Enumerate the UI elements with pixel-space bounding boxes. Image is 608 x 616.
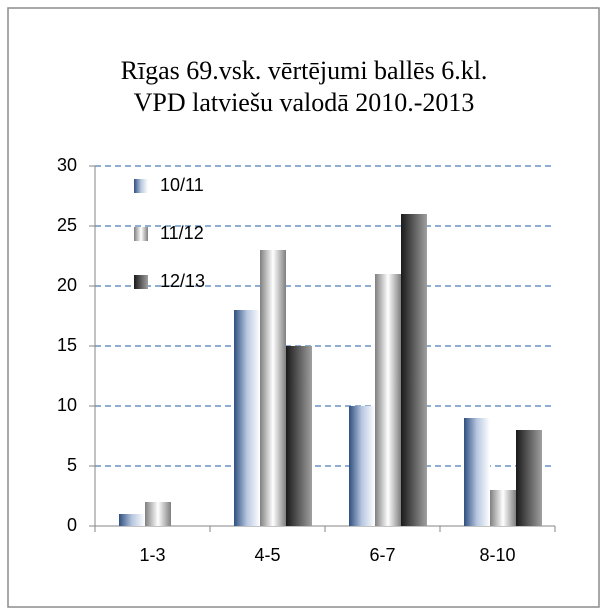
legend-swatch (134, 227, 148, 241)
y-tick-label: 25 (57, 215, 77, 235)
y-tick-label: 15 (57, 335, 77, 355)
chart-title: VPD latviešu valodā 2010.-2013 (134, 88, 475, 117)
legend-label: 12/13 (160, 271, 205, 291)
bar (286, 346, 312, 526)
bar (119, 514, 145, 526)
legend-label: 11/12 (160, 223, 204, 243)
legend-swatch (134, 275, 148, 289)
bar (464, 418, 490, 526)
x-tick-label: 8-10 (479, 545, 515, 565)
chart-title: Rīgas 69.vsk. vērtējumi ballēs 6.kl. (121, 56, 488, 85)
x-tick-label: 6-7 (369, 545, 395, 565)
bar (234, 310, 260, 526)
y-tick-label: 0 (67, 515, 77, 535)
bar (145, 502, 171, 526)
x-tick-label: 1-3 (139, 545, 165, 565)
bar (260, 250, 286, 526)
bar (349, 406, 375, 526)
y-tick-label: 10 (57, 395, 77, 415)
legend-swatch (134, 179, 148, 193)
bar (401, 214, 427, 526)
y-tick-label: 20 (57, 275, 77, 295)
legend-label: 10/11 (160, 175, 204, 195)
y-tick-label: 5 (67, 455, 77, 475)
bar (516, 430, 542, 526)
y-tick-label: 30 (57, 155, 77, 175)
bar (375, 274, 401, 526)
bar (490, 490, 516, 526)
x-tick-label: 4-5 (254, 545, 280, 565)
